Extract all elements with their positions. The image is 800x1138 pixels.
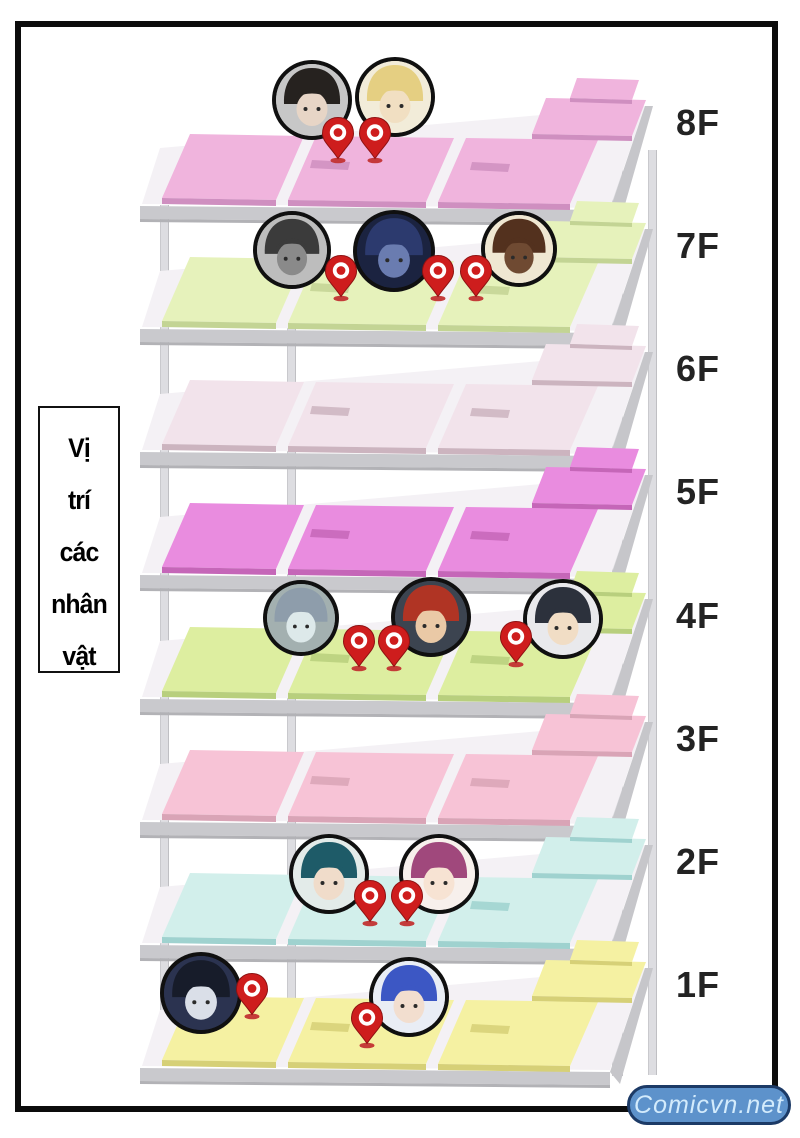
map-pin-icon [390,879,424,927]
caption-line: nhân [51,589,108,619]
watermark-text: Comicvn.net [634,1091,784,1119]
avatar-man-bald-mask [485,215,553,283]
map-pin-icon [353,879,387,927]
caption-line: các [59,537,100,567]
floor-label-4F: 4F [676,595,721,636]
floor-8F [140,78,700,246]
floor-label-7F: 7F [676,225,721,266]
avatar-person-blue-helmet [357,214,431,288]
map-pin-icon [342,624,376,672]
caption-line: trí [67,485,91,515]
floor-6F [140,324,700,492]
avatar-man-pale-elder [267,584,335,652]
avatar-man-black-hair-goatee [164,956,238,1030]
caption-line: Vị [68,433,91,463]
floor-label-2F: 2F [676,841,721,882]
map-pin-icon [235,972,269,1020]
map-pin-icon [377,624,411,672]
caption-box: Vị trí các nhân vật [38,406,120,673]
avatar-man-red-hair [395,581,467,653]
floor-label-1F: 1F [676,964,721,1005]
avatar-man-gas-mask [257,215,327,285]
map-pin-icon [350,1001,384,1049]
map-pin-icon [421,254,455,302]
rack-post-left-front [160,205,169,1065]
map-pin-icon [324,254,358,302]
watermark-badge: Comicvn.net [627,1085,791,1125]
map-pin-icon [499,620,533,668]
avatar-man-dark-hair [527,583,599,655]
avatar-man-black-hair-scar [276,64,348,136]
map-pin-icon [321,116,355,164]
map-pin-icon [358,116,392,164]
floor-label-3F: 3F [676,718,721,759]
floor-label-5F: 5F [676,471,721,512]
floor-plate-graphic [140,324,653,472]
floor-label-6F: 6F [676,348,721,389]
caption-line: vật [62,641,96,671]
floor-label-8F: 8F [676,102,721,143]
floor-plate-graphic [140,694,653,842]
map-pin-icon [459,254,493,302]
avatar-man-blond-spiky [359,61,431,133]
floor-5F [140,447,700,615]
avatar-woman-blue-hair [373,961,445,1033]
floor-3F [140,694,700,862]
avatar-woman-teal-hair [293,838,365,910]
floor-plate-graphic [140,78,653,226]
floor-plate-graphic [140,447,653,595]
